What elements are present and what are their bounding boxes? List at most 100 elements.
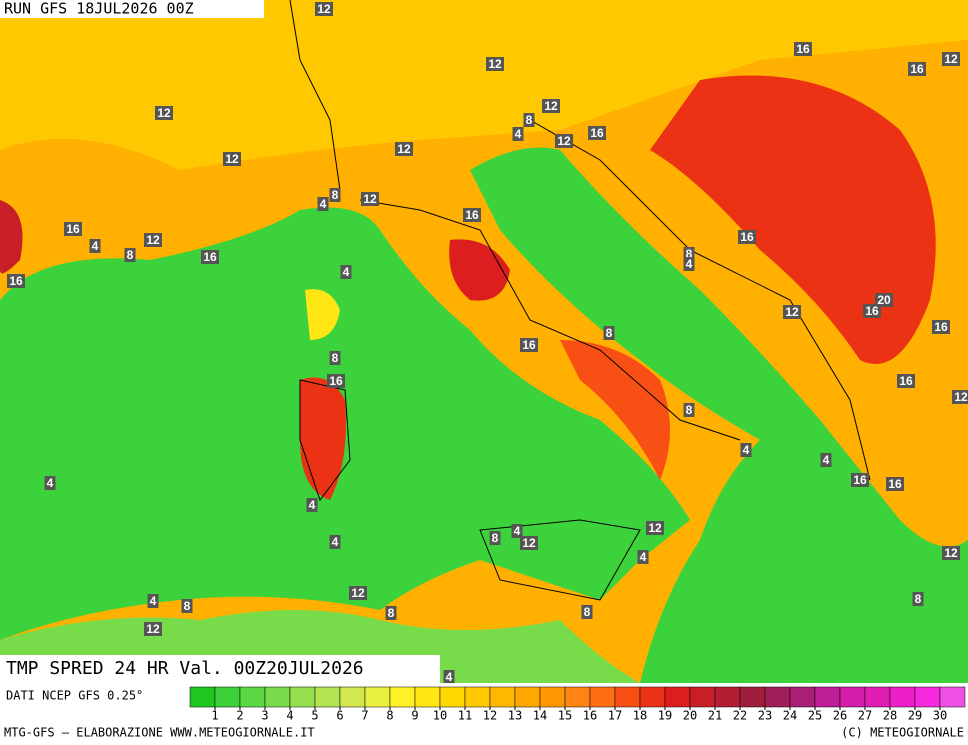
colorbar-cell [564,686,591,708]
contour-label: 16 [590,126,604,140]
label-box [863,304,881,318]
label-box [783,305,801,319]
label-box [875,293,893,307]
contour-label: 8 [127,248,134,262]
credit: MTG-GFS — ELABORAZIONE WWW.METEOGIORNALE… [4,726,315,740]
colorbar-cell [389,686,416,708]
contour-label: 8 [332,351,339,365]
label-box [886,477,904,491]
colorbar-cell [339,686,366,708]
contour-label: 12 [944,52,958,66]
label-box [7,274,25,288]
map-background [0,0,968,683]
colorbar-label: 4 [286,709,293,723]
colorbar-cell [839,686,866,708]
label-box [932,320,950,334]
colorbar-label: 22 [733,709,747,723]
colorbar-label: 13 [508,709,522,723]
label-box [315,2,333,16]
label-box [942,52,960,66]
colorbar-cell [439,686,466,708]
label-box [942,546,960,560]
contour-label: 12 [317,2,331,16]
label-box [329,535,341,549]
colorbar-label: 28 [883,709,897,723]
label-box [89,239,101,253]
label-box [897,374,915,388]
contour-label: 4 [150,594,157,608]
label-box [329,188,341,202]
label-box [443,670,455,684]
label-box [581,605,593,619]
contour-label: 4 [686,257,693,271]
contour-label: 16 [203,250,217,264]
contour-label: 8 [915,592,922,606]
label-box [385,606,397,620]
contour-label: 12 [146,622,160,636]
label-box [486,57,504,71]
contour-label: 4 [743,443,750,457]
colorbar-label: 2 [236,709,243,723]
colorbar-cell [489,686,516,708]
colorbar-label: 5 [311,709,318,723]
contour-label: 16 [899,374,913,388]
contour-label: 8 [606,326,613,340]
contour-label: 4 [446,670,453,684]
label-box [349,586,367,600]
colorbar-cell [914,686,941,708]
label-box [512,127,524,141]
label-box [395,142,413,156]
label-box [201,250,219,264]
colorbar-label: 21 [708,709,722,723]
label-box [340,265,352,279]
title-box [0,655,440,683]
label-box [794,42,812,56]
label-box [327,374,345,388]
colorbar-cell [364,686,391,708]
label-box [520,536,538,550]
label-box [317,197,329,211]
colorbar-cell [764,686,791,708]
source: DATI NCEP GFS 0.25° [6,689,143,703]
colorbar-label: 11 [458,709,472,723]
header-box [0,0,264,18]
label-box [908,62,926,76]
contour-label: 16 [934,320,948,334]
colorbar-cell [539,686,566,708]
contour-label: 12 [648,521,662,535]
contour-label: 4 [47,476,54,490]
contour-label: 12 [522,536,536,550]
colorbar-cell [214,686,241,708]
contour-label: 16 [740,230,754,244]
label-box [542,99,560,113]
colorbar-label: 18 [633,709,647,723]
colorbar-label: 14 [533,709,547,723]
colorbar-label: 15 [558,709,572,723]
contour-label: 12 [785,305,799,319]
run-title: RUN GFS 18JUL2026 00Z [4,0,194,18]
label-box [683,257,695,271]
label-box [144,622,162,636]
contour-label: 12 [225,152,239,166]
colorbar-cell [514,686,541,708]
colorbar-cell [739,686,766,708]
colorbar-label: 19 [658,709,672,723]
label-box [144,233,162,247]
contour-label: 8 [686,247,693,261]
label-box [181,599,193,613]
colorbar-cell [589,686,616,708]
map-title: TMP SPRED 24 HR Val. 00Z20JUL2026 [6,658,364,679]
colorbar-cell [464,686,491,708]
contour-label: 20 [877,293,891,307]
label-box [44,476,56,490]
colorbar-label: 30 [933,709,947,723]
colorbar-label: 17 [608,709,622,723]
contour-label: 4 [514,524,521,538]
colorbar-cell [639,686,666,708]
contour-label: 12 [363,192,377,206]
contour-label: 4 [309,498,316,512]
contour-label: 16 [888,477,902,491]
label-box [588,126,606,140]
contour-label: 12 [944,546,958,560]
colorbar-cell [289,686,316,708]
